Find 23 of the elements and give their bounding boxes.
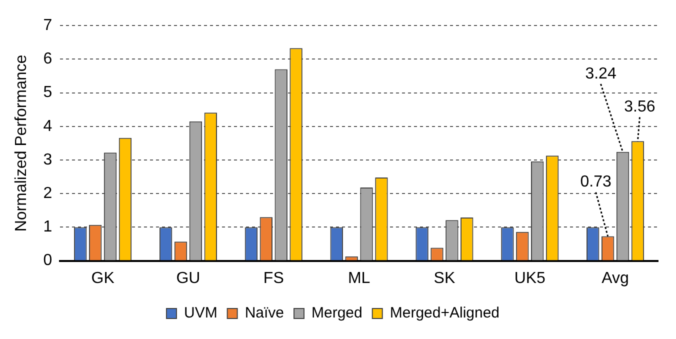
data-label: 3.24 — [585, 65, 616, 82]
x-tick-label: ML — [348, 270, 370, 287]
legend-label: UVM — [184, 304, 218, 322]
x-tick-label: GU — [176, 270, 200, 287]
y-tick-label: 0 — [43, 252, 52, 270]
legend-label: Merged+Aligned — [390, 304, 500, 322]
legend-label: Naïve — [244, 304, 284, 322]
legend-label: Merged — [312, 304, 362, 322]
y-tick-label: 7 — [43, 17, 52, 34]
x-tick-label: FS — [263, 270, 284, 287]
data-label: 0.73 — [580, 174, 612, 191]
x-tick-label: GK — [91, 270, 115, 287]
x-tick-label: SK — [434, 270, 456, 287]
y-tick-label: 1 — [43, 218, 52, 236]
x-tick-label: UK5 — [514, 270, 546, 287]
y-axis-title: Normalized Performance — [13, 54, 30, 232]
y-tick-label: 6 — [43, 50, 52, 68]
y-tick-label: 2 — [43, 185, 52, 202]
y-tick-label: 5 — [43, 84, 52, 102]
x-tick-label: Avg — [602, 270, 629, 287]
data-label: 3.56 — [624, 98, 656, 116]
y-tick-label: 4 — [43, 118, 52, 135]
y-tick-label: 3 — [43, 151, 52, 168]
